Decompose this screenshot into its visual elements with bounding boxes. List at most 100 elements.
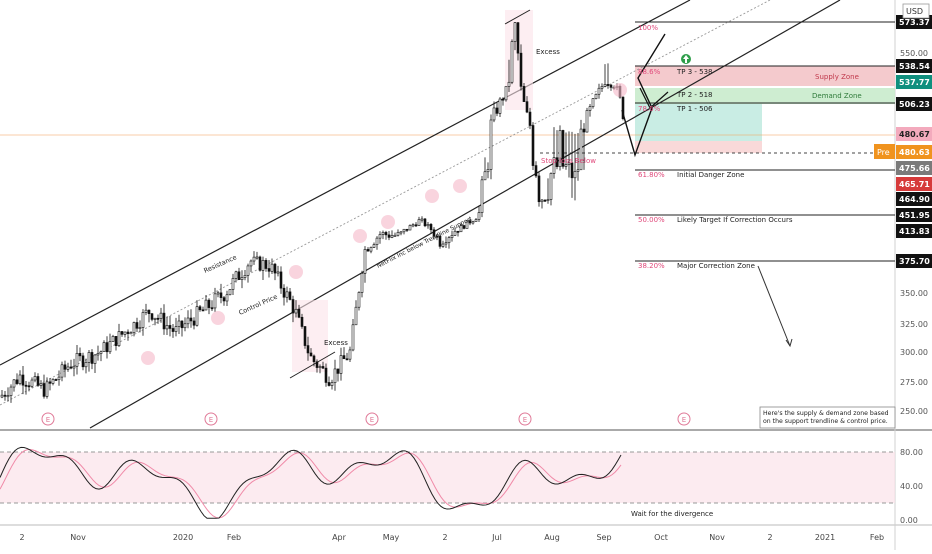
earnings-label: E [523, 416, 527, 424]
candle-body [390, 235, 394, 238]
candle-body [609, 84, 613, 88]
candle-body [312, 355, 316, 363]
candle-body [543, 199, 547, 202]
excess-top-label: Excess [536, 48, 560, 56]
candle-body [162, 312, 166, 330]
candle-body [153, 317, 157, 320]
candle-body [105, 342, 109, 353]
candle-body [6, 395, 10, 398]
candle-body [306, 345, 310, 354]
stop-loss-label: Stop loss Below [541, 157, 596, 165]
candle-body [96, 353, 100, 356]
candle-body [495, 107, 499, 114]
fib-percent: 100% [638, 24, 658, 32]
candle-body [288, 291, 292, 300]
pre-badge: Pre [877, 148, 890, 157]
candle-body [330, 382, 334, 386]
candle-body [309, 352, 313, 357]
candle-body [537, 175, 541, 203]
candle-body [201, 309, 205, 312]
time-tick: 2 [767, 533, 772, 542]
price-label: 480.67 [899, 130, 930, 139]
candle-body [42, 383, 46, 397]
candle-body [507, 81, 511, 87]
candle-body [447, 237, 451, 243]
candle-body [414, 224, 418, 227]
price-label: 413.83 [899, 227, 930, 236]
price-tick: 325.00 [900, 320, 928, 329]
candle-body [378, 234, 382, 239]
earnings-label: E [682, 416, 686, 424]
price-tick: 275.00 [900, 378, 928, 387]
earnings-marker [365, 412, 379, 426]
control-price-label: Control Price [238, 293, 279, 317]
candle-body [159, 312, 163, 319]
candle-body [513, 22, 517, 42]
candle-body [402, 228, 406, 233]
candle-body [351, 324, 355, 351]
candle-body [456, 230, 460, 233]
candle-body [417, 219, 421, 226]
candle-body [210, 307, 214, 310]
currency-label: USD [906, 7, 923, 16]
candle-body [255, 256, 259, 259]
candle-body [375, 237, 379, 245]
candle-body [48, 381, 52, 384]
stochastic-oscillator [0, 446, 622, 519]
candle-body [606, 84, 610, 86]
candle-body [345, 358, 349, 361]
price-tick: 300.00 [900, 348, 928, 357]
channel-touch-markers [141, 83, 627, 365]
osc-tick: 0.00 [900, 516, 918, 525]
candle-body [483, 171, 487, 181]
candle-body [240, 277, 244, 280]
fibonacci-levels: 100% 88.6% TP 3 - 538 78.6% TP 1 - 506 61.80%… [638, 24, 793, 270]
candle-body [87, 352, 91, 363]
candle-body [273, 263, 277, 274]
time-tick: Feb [870, 533, 884, 542]
fib-label: Likely Target If Correction Occurs [677, 216, 793, 224]
candle-body [585, 110, 589, 133]
candle-body [18, 374, 22, 384]
annotations: Excess Excess Resistance Control Price N… [203, 48, 862, 518]
candle-body [567, 162, 571, 165]
candle-body [156, 317, 160, 320]
candle-body [321, 366, 325, 369]
candle-body [225, 294, 229, 302]
candle-body [360, 273, 364, 293]
earnings-marker [204, 412, 218, 426]
candle-body [231, 278, 235, 290]
candle-body [399, 231, 403, 234]
osc-tick: 80.00 [900, 448, 923, 457]
note-text: Here's the supply & demand zone based on … [763, 410, 889, 425]
touch-marker [381, 215, 395, 229]
candle-body [150, 313, 154, 320]
candle-body [78, 353, 82, 357]
time-tick: 2021 [815, 533, 835, 542]
candle-body [522, 86, 526, 102]
candle-body [60, 364, 64, 378]
candle-body [15, 379, 19, 384]
earnings-marker [518, 412, 532, 426]
candle-body [90, 352, 94, 364]
candle-body [558, 130, 562, 167]
candle-body [204, 299, 208, 311]
note-box [759, 406, 896, 429]
demand-zone [635, 88, 895, 104]
candle-body [51, 379, 55, 384]
candle-body [435, 235, 439, 238]
candle-body [294, 308, 298, 314]
candle-body [186, 317, 190, 325]
candle-body [423, 218, 427, 227]
candle-body [63, 364, 67, 370]
candle-body [546, 199, 550, 201]
candle-body [465, 220, 469, 229]
candle-body [3, 394, 7, 397]
candle-body [393, 234, 397, 237]
candle-body [129, 332, 133, 335]
candle-body [246, 265, 250, 276]
price-label: 480.63 [899, 148, 930, 157]
candle-body [591, 98, 595, 107]
candle-body [531, 125, 535, 166]
